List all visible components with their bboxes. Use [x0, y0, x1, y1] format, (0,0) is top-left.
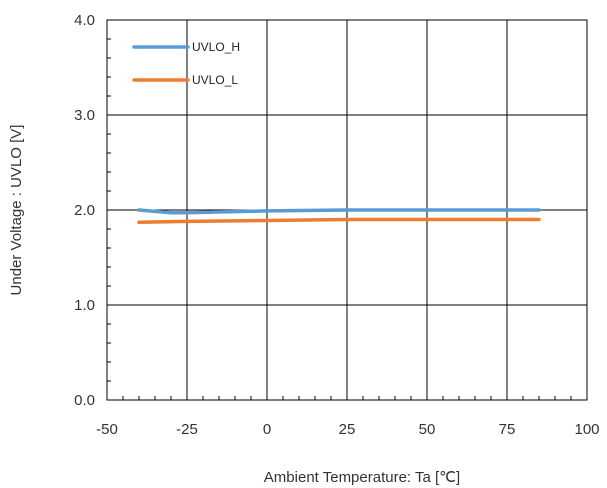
- x-tick-label-6: 100: [574, 421, 599, 438]
- x-tick-labels: -50 -25 0 25 50 75 100: [96, 421, 599, 438]
- x-axis-title: Ambient Temperature: Ta [℃]: [264, 469, 460, 486]
- x-tick-label-1: -25: [176, 421, 198, 438]
- y-tick-label-3: 3.0: [74, 107, 95, 124]
- y-tick-label-1: 1.0: [74, 297, 95, 314]
- series-line-uvlo-l: [137, 217, 541, 225]
- y-axis-title: Under Voltage : UVLO [V]: [8, 125, 25, 296]
- x-tick-label-2: 0: [263, 421, 271, 438]
- legend-label-uvlo-l: UVLO_L: [192, 73, 238, 87]
- x-tick-label-3: 25: [339, 421, 356, 438]
- y-tick-label-0: 0.0: [74, 392, 95, 409]
- legend-label-uvlo-h: UVLO_H: [192, 40, 240, 54]
- legend: UVLO_H UVLO_L: [132, 40, 240, 87]
- y-tick-label-2: 2.0: [74, 202, 95, 219]
- x-tick-label-0: -50: [96, 421, 118, 438]
- x-tick-label-5: 75: [499, 421, 516, 438]
- y-tick-labels: 0.0 1.0 2.0 3.0 4.0: [74, 12, 95, 409]
- series-lines: [137, 208, 541, 225]
- y-tick-label-4: 4.0: [74, 12, 95, 29]
- minor-ticks: [106, 19, 588, 401]
- x-tick-label-4: 50: [419, 421, 436, 438]
- series-line-uvlo-h: [137, 208, 541, 215]
